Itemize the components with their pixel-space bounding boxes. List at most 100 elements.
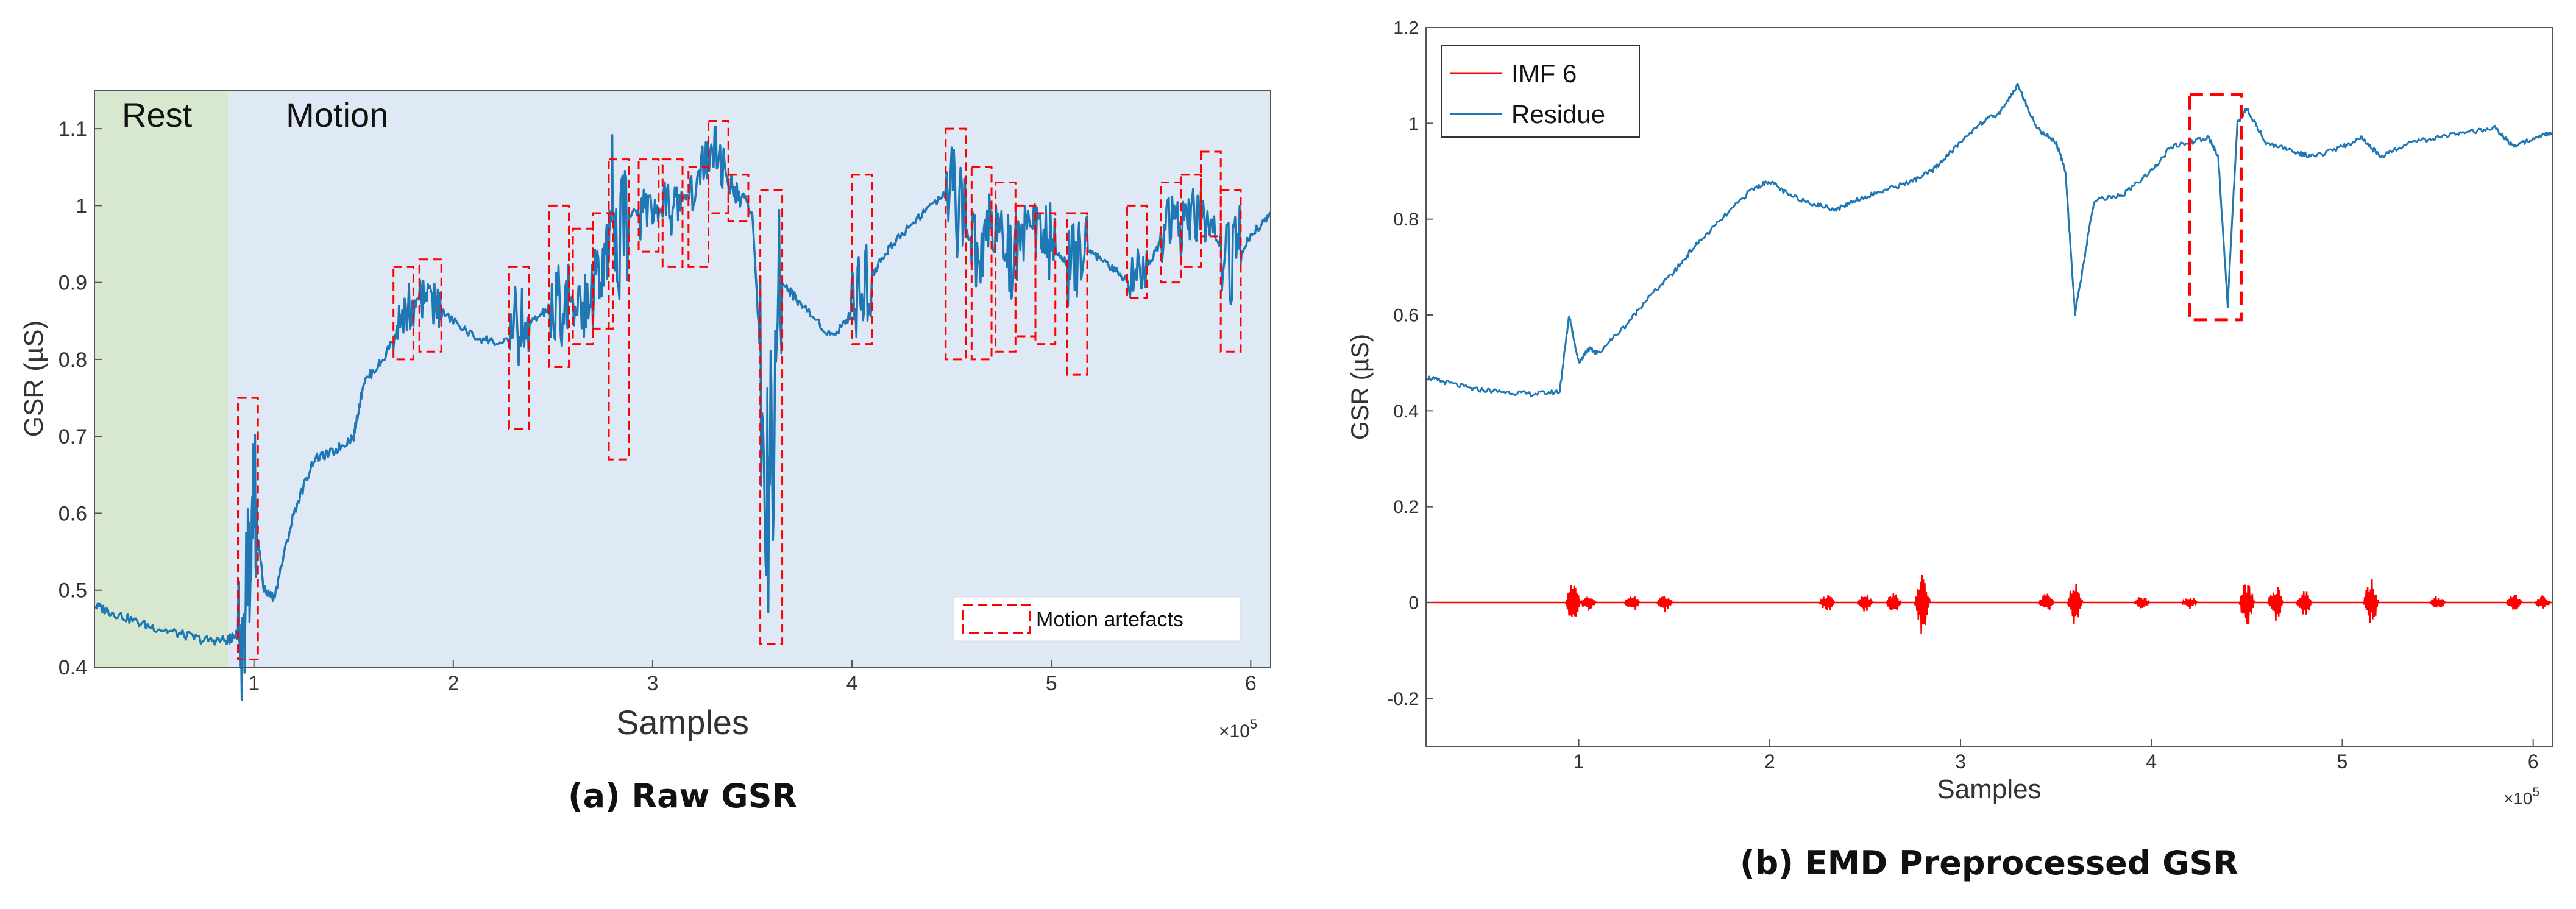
emd-gsr-x-tick-label: 1 [1574, 751, 1584, 773]
emd-artefact-box [2188, 93, 2243, 322]
imf6-burst [2238, 584, 2255, 625]
motion-artefact-legend-label: Motion artefacts [1036, 608, 1183, 631]
raw-gsr-x-multiplier: ×105 [1219, 716, 1257, 741]
imf6-legend-label: IMF 6 [1511, 59, 1577, 88]
emd-gsr-ticks-group: 1 2 3 4 5 6 -0.2 0 0.2 0.4 0.6 0.8 1 1.2 [1387, 18, 2538, 773]
emd-gsr-y-axis-label: GSR (µS) [1347, 334, 1374, 440]
motion-artefact-box [237, 397, 259, 660]
imf6-burst [1914, 575, 1931, 634]
raw-gsr-panel: Rest Motion 1 2 3 4 5 60.40.50.60.70.80.911.1 … [19, 90, 1271, 815]
motion-artefact-box [945, 127, 967, 361]
raw-gsr-y-tick-label: 0.6 [59, 502, 87, 525]
imf6-burst [1856, 594, 1873, 612]
raw-gsr-x-tick-label: 1 [248, 672, 260, 695]
raw-gsr-x-tick-label: 6 [1245, 672, 1257, 695]
motion-artefact-box [392, 266, 414, 361]
motion-artefact-box [1180, 174, 1202, 268]
emd-gsr-y-tick-label: 0.4 [1393, 401, 1419, 422]
motion-artefact-box [759, 189, 784, 645]
emd-gsr-legend: IMF 6 Residue [1441, 45, 1640, 138]
imf6-burst [2067, 584, 2084, 624]
raw-gsr-legend: Motion artefacts [953, 596, 1241, 642]
motion-artefact-box [1200, 150, 1222, 238]
raw-gsr-y-tick-label: 0.7 [59, 425, 87, 448]
raw-gsr-x-axis-label: Samples [616, 703, 749, 741]
emd-gsr-legend-box [1441, 45, 1640, 138]
imf6-burst [2267, 587, 2284, 622]
raw-gsr-series-line [93, 126, 1271, 702]
imf6-burst [1656, 596, 1673, 612]
imf6-burst [1885, 593, 1902, 610]
raw-gsr-x-tick-label: 2 [447, 672, 459, 695]
residue-series-line [1425, 83, 2553, 398]
raw-gsr-series-group [93, 126, 1271, 702]
region-rest [94, 90, 229, 667]
motion-artefact-box-group [237, 120, 1242, 660]
imf6-burst [1623, 596, 1641, 610]
emd-gsr-x-tick-label: 6 [2528, 751, 2539, 773]
imf6-burst [1818, 595, 1836, 610]
emd-gsr-y-tick-label: 0.8 [1393, 210, 1419, 230]
raw-gsr-y-tick-label: 0.9 [59, 272, 87, 295]
raw-gsr-y-tick-label: 1.1 [59, 118, 87, 141]
motion-artefact-box [637, 158, 660, 253]
emd-gsr-x-axis-label: Samples [1937, 774, 2041, 804]
imf6-burst [2134, 597, 2151, 609]
imf6-burst [2429, 596, 2446, 608]
raw-gsr-y-tick-label: 0.4 [59, 656, 87, 679]
motion-artefact-box [1219, 189, 1242, 353]
emd-gsr-series-group [1425, 83, 2553, 634]
motion-artefact-box [727, 174, 750, 222]
imf6-burst [1564, 584, 1581, 617]
motion-artefact-box [508, 266, 530, 430]
emd-gsr-x-multiplier-exponent: 5 [2533, 785, 2540, 799]
region-label-motion: Motion [286, 96, 388, 134]
raw-gsr-y-tick-label: 1 [76, 194, 87, 218]
region-shading-group: Rest Motion [94, 90, 1271, 667]
emd-gsr-panel: 1 2 3 4 5 6 -0.2 0 0.2 0.4 0.6 0.8 1 1.2 Samples GSR … [1347, 18, 2553, 882]
emd-gsr-y-tick-label: 0.2 [1393, 497, 1419, 517]
raw-gsr-y-tick-label: 0.8 [59, 348, 87, 372]
emd-gsr-axes-frame [1425, 27, 2553, 747]
motion-artefact-box [418, 258, 442, 353]
emd-gsr-x-tick-label: 3 [1955, 751, 1966, 773]
emd-gsr-y-tick-label: 0 [1408, 593, 1419, 614]
motion-artefact-legend-swatch [962, 604, 1031, 634]
raw-gsr-y-axis-label: GSR (µS) [19, 320, 49, 437]
raw-gsr-x-multiplier-base: ×10 [1219, 721, 1250, 741]
motion-artefact-box [548, 204, 570, 369]
raw-gsr-x-tick-label: 4 [846, 672, 858, 695]
emd-gsr-y-tick-label: -0.2 [1387, 689, 1419, 709]
raw-gsr-axes-frame [94, 90, 1271, 668]
emd-gsr-x-tick-label: 5 [2337, 751, 2348, 773]
motion-artefact-box [1034, 212, 1057, 345]
motion-artefact-box [687, 166, 710, 268]
raw-gsr-x-tick-label: 5 [1046, 672, 1057, 695]
imf6-burst [2505, 595, 2523, 610]
emd-gsr-x-tick-label: 2 [1764, 751, 1775, 773]
residue-legend-label: Residue [1511, 100, 1605, 129]
region-motion [228, 90, 1271, 667]
imf6-burst [2296, 591, 2313, 615]
motion-artefact-box [1126, 204, 1148, 299]
emd-gsr-caption: (b) EMD Preprocessed GSR [1740, 844, 2238, 882]
raw-gsr-caption: (a) Raw GSR [568, 777, 797, 815]
imf6-burst [1580, 596, 1597, 611]
motion-artefact-box [661, 158, 684, 268]
emd-gsr-y-tick-label: 1.2 [1393, 18, 1419, 38]
imf6-burst [2038, 593, 2055, 610]
raw-gsr-x-multiplier-exponent: 5 [1250, 716, 1257, 732]
region-label-rest: Rest [122, 96, 193, 134]
emd-gsr-y-tick-label: 0.6 [1393, 306, 1419, 326]
emd-artefact-box-group [2188, 93, 2243, 322]
imf6-burst [2181, 598, 2198, 609]
raw-gsr-ticks-group: 1 2 3 4 5 6 0.4 0.5 0.6 0.7 0.8 0.9 1 1.1 [59, 118, 1257, 695]
emd-gsr-x-tick-label: 4 [2146, 751, 2157, 773]
emd-gsr-x-multiplier-base: ×10 [2503, 789, 2533, 808]
emd-gsr-y-tick-label: 1 [1408, 114, 1419, 134]
emd-gsr-x-multiplier: ×105 [2503, 785, 2539, 808]
motion-artefact-box [608, 158, 630, 461]
emd-gsr-plot-area [1426, 27, 2552, 746]
raw-gsr-y-tick-label: 0.5 [59, 579, 87, 603]
